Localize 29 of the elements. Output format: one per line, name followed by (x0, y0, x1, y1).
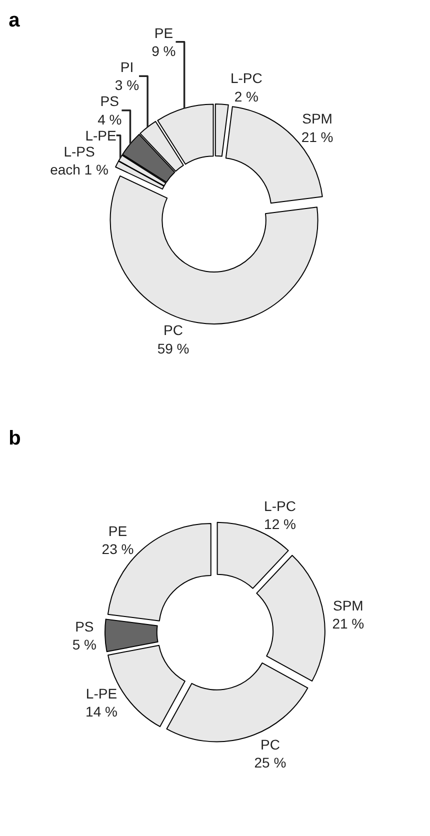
data-label: 5 % (72, 636, 97, 653)
slice-label: PC (260, 736, 280, 752)
slice-label: PS (100, 93, 119, 110)
data-label: 25 % (254, 754, 286, 770)
slice-label: L-PC (230, 70, 262, 86)
data-label: each 1 % (50, 162, 108, 178)
data-label: 12 % (264, 516, 296, 532)
data-label: 9 % (152, 43, 176, 60)
slice-label: PS (75, 618, 94, 634)
data-label: 23 % (102, 540, 134, 557)
chart-title: b (8, 428, 21, 450)
slice-label: PC (164, 322, 184, 338)
data-label: 21 % (301, 128, 334, 145)
slice-label: SPM (302, 110, 332, 127)
data-label: 4 % (98, 111, 122, 128)
chart-title: a (8, 10, 21, 32)
data-label: 14 % (86, 704, 118, 720)
data-label: 3 % (114, 77, 140, 94)
data-label: 2 % (234, 88, 258, 104)
slice-label: PE (154, 24, 174, 41)
slice-label: L-PS (64, 143, 95, 160)
slice-label: L-PE (86, 685, 118, 702)
slice-label: L-PE (85, 127, 116, 144)
data-label: 59 % (157, 340, 190, 356)
slice-label: SPM (332, 597, 364, 614)
slice-label: PE (108, 522, 128, 539)
slice-label: PI (120, 59, 134, 76)
slice-label: L-PC (264, 498, 296, 514)
data-label: 21 % (332, 615, 364, 632)
